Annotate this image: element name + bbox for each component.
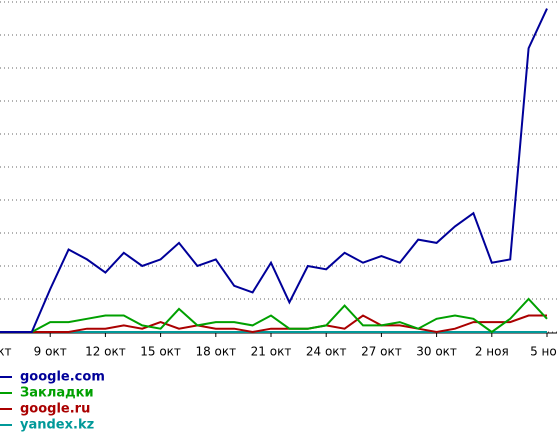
x-tick-label: 18 окт <box>195 345 236 359</box>
x-tick-label: 15 окт <box>140 345 181 359</box>
x-tick-label: 21 окт <box>251 345 292 359</box>
x-tick-label: 9 окт <box>34 345 67 359</box>
legend-label: yandex.kz <box>20 418 94 433</box>
line <box>0 8 548 333</box>
legend-label: google.ru <box>20 402 90 417</box>
x-tick-label: 5 ноя <box>530 345 557 359</box>
x-tick-label: 2 ноя <box>475 345 509 359</box>
legend-label: Закладки <box>20 386 94 401</box>
line <box>0 297 548 334</box>
x-tick-label: 30 окт <box>416 345 457 359</box>
legend-label: google.com <box>20 370 105 385</box>
x-tick-label: 24 окт <box>306 345 347 359</box>
x-tick-label: 12 окт <box>85 345 126 359</box>
line <box>0 314 547 334</box>
x-tick-label: 6 окт <box>0 345 12 359</box>
x-tick-label: 27 окт <box>361 345 402 359</box>
